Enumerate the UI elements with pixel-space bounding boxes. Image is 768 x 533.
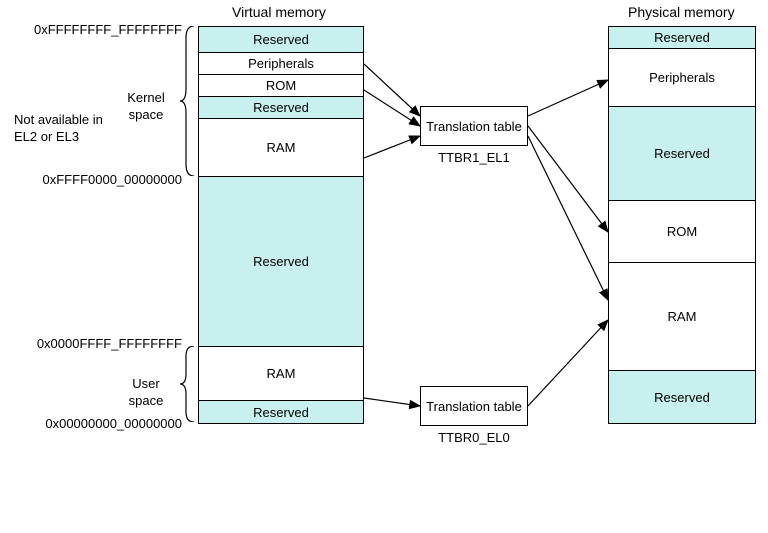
ttbr0-reg: TTBR0_EL0: [420, 430, 528, 445]
addr-bottom: 0x00000000_00000000: [0, 416, 182, 431]
virtual-memory-title: Virtual memory: [232, 4, 326, 20]
ttbr1-reg: TTBR1_EL1: [420, 150, 528, 165]
kernel-brace: [180, 26, 196, 176]
vmem-row-2: ROM: [199, 75, 363, 97]
pmem-row-3: ROM: [609, 201, 755, 263]
vmem-row-5: Reserved: [199, 177, 363, 347]
vmem-row-7: Reserved: [199, 401, 363, 423]
tt1-label: Translation table: [426, 119, 522, 134]
physical-memory-column: ReservedPeripheralsReservedROMRAMReserve…: [608, 26, 756, 424]
tt0-label: Translation table: [426, 399, 522, 414]
translation-table-ttbr1: Translation table: [420, 106, 528, 146]
pmem-row-2: Reserved: [609, 107, 755, 201]
physical-memory-title: Physical memory: [628, 4, 735, 20]
addr-kernel-bottom: 0xFFFF0000_00000000: [0, 172, 182, 187]
vmem-row-0: Reserved: [199, 27, 363, 53]
pmem-row-5: Reserved: [609, 371, 755, 423]
note-user-space: User space: [116, 376, 176, 410]
translation-table-ttbr0: Translation table: [420, 386, 528, 426]
note-kernel-space: Kernel space: [116, 90, 176, 124]
vmem-row-3: Reserved: [199, 97, 363, 119]
pmem-row-0: Reserved: [609, 27, 755, 49]
note-not-available: Not available in EL2 or EL3: [14, 112, 110, 146]
diagram-container: { "colors": { "reserved_fill": "#c8f0ee"…: [0, 0, 768, 533]
user-brace: [180, 346, 196, 422]
addr-user-top: 0x0000FFFF_FFFFFFFF: [0, 336, 182, 351]
vmem-row-4: RAM: [199, 119, 363, 177]
virtual-memory-column: ReservedPeripheralsROMReservedRAMReserve…: [198, 26, 364, 424]
pmem-row-1: Peripherals: [609, 49, 755, 107]
addr-top: 0xFFFFFFFF_FFFFFFFF: [0, 22, 182, 37]
vmem-row-6: RAM: [199, 347, 363, 401]
vmem-row-1: Peripherals: [199, 53, 363, 75]
pmem-row-4: RAM: [609, 263, 755, 371]
